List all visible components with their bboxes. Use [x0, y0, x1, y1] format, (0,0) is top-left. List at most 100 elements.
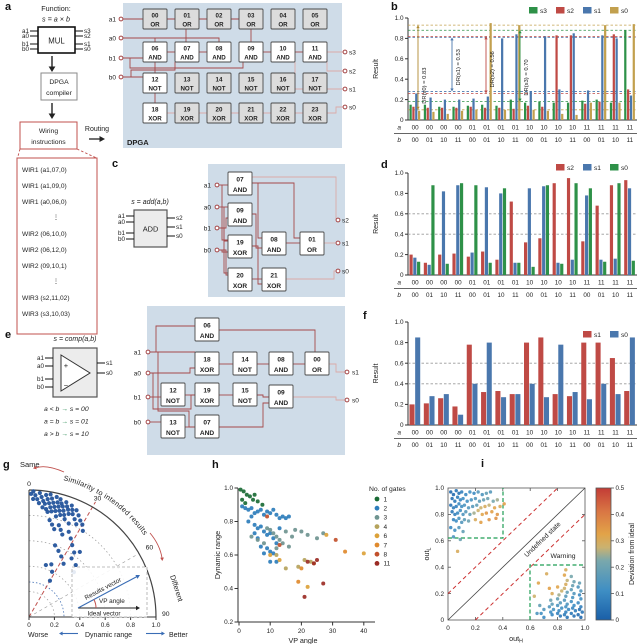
panel-a-diagram: Function: s = a × b MUL a1 a0 b1 b0 s3 s… — [19, 3, 356, 150]
x-label-b: 01 — [483, 137, 491, 144]
data-point — [260, 502, 265, 507]
chart-i-out-levels-scatter: 0 0.2 0.4 0.6 0.8 1.000.20.40.60.81.0Undefine… — [422, 485, 636, 644]
data-point — [457, 502, 461, 506]
panel-a-wiring-list: WIR1 (a1,07,0) WIR1 (a1,09,0) WIR1 (a0,0… — [16, 148, 98, 335]
data-point — [51, 500, 56, 505]
bar — [446, 113, 449, 120]
terminal — [214, 247, 220, 253]
y-tick-label: 0.4 — [435, 564, 444, 571]
bar — [486, 342, 492, 425]
data-point — [361, 551, 366, 556]
x-label-b: 01 — [540, 137, 548, 144]
arrowhead — [59, 631, 63, 636]
data-point — [261, 541, 266, 546]
data-point — [73, 562, 78, 568]
y-tick-label: 0.8 — [395, 340, 404, 347]
bar — [618, 102, 621, 120]
x-label-b: 01 — [426, 292, 434, 299]
data-point — [449, 525, 453, 530]
x-tick-label: 1.0 — [152, 622, 161, 629]
gate-01 — [299, 231, 325, 256]
data-point — [573, 609, 578, 613]
gate-12 — [142, 72, 168, 94]
bar — [631, 260, 635, 275]
data-point — [466, 519, 471, 523]
dynamic-range-label: Dynamic range — [85, 632, 132, 639]
cir-out-s0: s0 — [352, 398, 359, 405]
data-point — [473, 496, 478, 501]
data-point — [305, 559, 310, 564]
gate-type: OR — [307, 247, 317, 254]
gate-id: 15 — [241, 388, 249, 395]
data-point — [286, 544, 291, 549]
bar — [475, 109, 478, 120]
comparator-wires — [150, 325, 347, 428]
data-point — [37, 490, 42, 496]
x-tick-label: 0.8 — [553, 625, 562, 632]
legend-swatch — [610, 7, 619, 14]
data-point — [56, 504, 61, 509]
data-point — [65, 507, 71, 512]
gate-07 — [174, 41, 200, 63]
gate-type: XOR — [148, 116, 162, 123]
function-formula: s = a × b — [42, 15, 70, 24]
wir-line: WIR3 (s3,10,03) — [22, 311, 70, 318]
x-label-b: 10 — [555, 137, 563, 144]
arrowhead — [484, 90, 488, 94]
gate-09 — [227, 202, 253, 227]
data-point — [308, 559, 313, 564]
data-point — [479, 520, 483, 525]
y-tick-label: 0.6 — [395, 360, 404, 367]
y-tick-label: 0.8 — [395, 36, 404, 43]
gate-id: 01 — [308, 237, 316, 244]
bar — [486, 96, 489, 120]
plot-frame — [447, 487, 586, 621]
data-point — [577, 581, 582, 585]
legend-swatch — [583, 331, 592, 338]
data-point — [56, 548, 61, 553]
x-tick-label: 0.2 — [50, 622, 59, 629]
legend-label: s2 — [567, 165, 574, 172]
y-tick-label: 0.2 — [435, 591, 444, 598]
cir-out-s0: s0 — [342, 269, 349, 276]
gate-type: AND — [267, 247, 282, 254]
x-label-a: 11 — [584, 125, 591, 132]
data-point — [468, 512, 472, 517]
data-point — [555, 611, 560, 616]
legend-dot — [374, 551, 380, 557]
bar — [445, 263, 449, 275]
comp-in-b1: b1 — [37, 376, 45, 383]
data-point — [78, 518, 83, 523]
x-label-a: 10 — [555, 280, 563, 287]
data-point — [261, 529, 266, 534]
x-label-b: 00 — [469, 442, 477, 449]
compiler-line2: compiler — [46, 90, 72, 97]
bar — [543, 36, 547, 120]
y-tick-label: 0.2 — [395, 252, 404, 259]
gate-type: NOT — [212, 86, 225, 93]
gate-type: AND — [274, 400, 289, 407]
bar — [595, 342, 601, 425]
bar — [543, 397, 550, 425]
wir-list-box — [16, 157, 98, 335]
x-label-b: 01 — [483, 292, 491, 299]
data-point — [532, 594, 537, 598]
data-point — [60, 504, 65, 509]
bar — [574, 183, 578, 275]
bar — [472, 383, 478, 425]
mul-in-b0: b0 — [22, 46, 30, 53]
bar — [455, 107, 458, 120]
data-point — [475, 503, 479, 507]
gate-13 — [174, 72, 200, 94]
legend-dot — [374, 505, 380, 511]
x-label-a: 10 — [526, 125, 534, 132]
bar — [409, 404, 415, 425]
bar — [443, 394, 449, 425]
gate-id: 19 — [203, 388, 211, 395]
data-point — [36, 501, 42, 506]
bar — [538, 238, 542, 275]
dr-annotation: DR(s0) = 0.83 — [422, 68, 428, 104]
bar — [498, 107, 501, 120]
wire — [252, 245, 262, 285]
x-tick-label: 40 — [360, 628, 368, 635]
